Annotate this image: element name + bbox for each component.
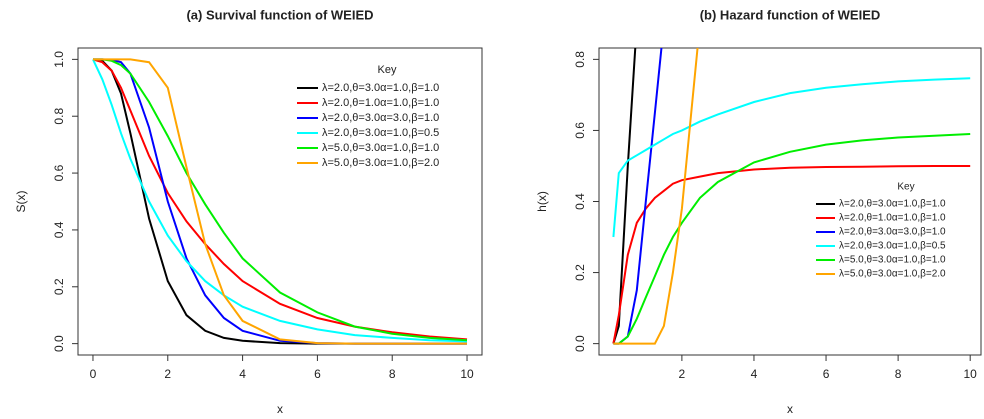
y-tick-label: 0.6 <box>52 164 66 181</box>
y-tick-label: 1.0 <box>52 51 66 68</box>
y-tick-label: 0.2 <box>52 278 66 295</box>
curve <box>612 165 971 344</box>
x-tick-label: 10 <box>460 367 474 381</box>
y-tick-label: 0.2 <box>573 264 587 281</box>
x-tick-label: 6 <box>823 367 830 381</box>
x-axis-label: x <box>277 402 283 416</box>
legend: Key λ=2.0,θ=3.0α=1.0,β=1.0 λ=2.0,θ=1.0α=1.… <box>297 64 439 169</box>
plot: (b) Hazard function of WEIED x h(x) 2 4 6 8 10 0… <box>535 7 982 416</box>
legend-label: λ=2.0,θ=1.0α=1.0,β=1.0 <box>839 213 946 224</box>
y-tick-label: 0.8 <box>573 51 587 68</box>
legend-label: λ=5.0,θ=3.0α=1.0,β=1.0 <box>322 142 439 154</box>
x-axis-label: x <box>787 402 793 416</box>
chart-title: (b) Hazard function of WEIED <box>700 7 881 22</box>
x-tick-label: 4 <box>239 367 246 381</box>
x-tick-label: 0 <box>90 367 97 381</box>
legend-label: λ=2.0,θ=3.0α=3.0,β=1.0 <box>322 112 439 124</box>
legend-label: λ=2.0,θ=3.0α=3.0,β=1.0 <box>839 227 946 238</box>
legend: Key λ=2.0,θ=3.0α=1.0,β=1.0 λ=2.0,θ=1.0α=1.… <box>816 182 946 280</box>
legend-title: Key <box>897 182 914 193</box>
legend-title: Key <box>378 64 397 76</box>
legend-label: λ=2.0,θ=3.0α=1.0,β=0.5 <box>839 241 946 252</box>
legend-label: λ=2.0,θ=1.0α=1.0,β=1.0 <box>322 97 439 109</box>
x-tick-label: 8 <box>895 367 902 381</box>
curve <box>93 58 468 342</box>
chart-title: (a) Survival function of WEIED <box>186 7 373 22</box>
plot-frame <box>77 47 483 356</box>
legend-label: λ=2.0,θ=3.0α=1.0,β=0.5 <box>322 127 439 139</box>
plot: (a) Survival function of WEIED x S(x) 0 2 4 6 8… <box>14 7 483 416</box>
curves <box>612 48 971 345</box>
x-tick-label: 10 <box>964 367 978 381</box>
curve <box>92 58 468 343</box>
y-tick-label: 0.0 <box>52 335 66 352</box>
curve <box>613 133 971 345</box>
x-tick-label: 8 <box>389 367 396 381</box>
y-tick-label: 0.0 <box>573 335 587 352</box>
x-tick-label: 6 <box>314 367 321 381</box>
y-axis-label: S(x) <box>14 191 28 213</box>
y-axis-label: h(x) <box>535 191 549 212</box>
legend-label: λ=2.0,θ=3.0α=1.0,β=1.0 <box>322 82 439 94</box>
y-tick-label: 0.8 <box>52 108 66 125</box>
legend-label: λ=5.0,θ=3.0α=1.0,β=2.0 <box>322 157 439 169</box>
y-tick-label: 0.4 <box>573 193 587 210</box>
legend-label: λ=2.0,θ=3.0α=1.0,β=1.0 <box>839 199 946 210</box>
y-tick-label: 0.4 <box>52 221 66 238</box>
legend-label: λ=5.0,θ=3.0α=1.0,β=1.0 <box>839 255 946 266</box>
legend-label: λ=5.0,θ=3.0α=1.0,β=2.0 <box>839 269 946 280</box>
y-tick-label: 0.6 <box>573 122 587 139</box>
curves <box>92 58 468 345</box>
curve <box>613 48 699 345</box>
x-tick-label: 2 <box>679 367 686 381</box>
x-tick-label: 2 <box>164 367 171 381</box>
x-tick-label: 4 <box>751 367 758 381</box>
curve <box>93 58 467 345</box>
